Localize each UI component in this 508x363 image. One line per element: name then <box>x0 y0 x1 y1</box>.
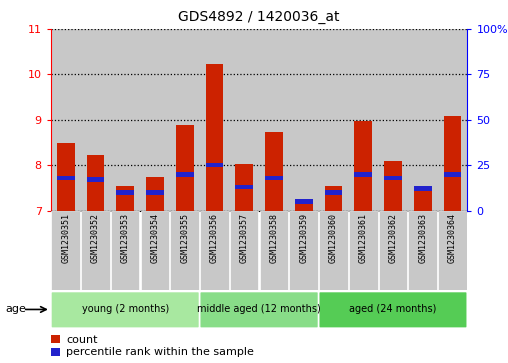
Bar <box>176 125 194 211</box>
Bar <box>325 187 342 211</box>
Bar <box>289 29 319 211</box>
Bar <box>146 190 164 195</box>
Bar <box>229 29 259 211</box>
Bar <box>414 187 432 191</box>
Text: GSM1230363: GSM1230363 <box>418 213 427 263</box>
Bar <box>354 121 372 211</box>
Bar <box>146 176 164 211</box>
Text: middle aged (12 months): middle aged (12 months) <box>197 305 321 314</box>
Bar <box>354 172 372 176</box>
Bar <box>265 176 283 180</box>
Text: GSM1230356: GSM1230356 <box>210 213 219 263</box>
Bar <box>414 188 432 211</box>
Bar <box>86 178 104 182</box>
Bar <box>116 190 134 195</box>
Bar <box>206 163 224 167</box>
Bar <box>51 29 81 211</box>
Bar <box>443 116 461 211</box>
Text: GSM1230359: GSM1230359 <box>299 213 308 263</box>
Bar <box>325 190 342 195</box>
FancyBboxPatch shape <box>200 211 229 290</box>
Text: GSM1230354: GSM1230354 <box>150 213 160 263</box>
Text: GSM1230358: GSM1230358 <box>269 213 278 263</box>
Bar <box>116 187 134 211</box>
Text: GSM1230360: GSM1230360 <box>329 213 338 263</box>
FancyBboxPatch shape <box>81 211 110 290</box>
Bar <box>140 29 170 211</box>
Text: GSM1230357: GSM1230357 <box>240 213 249 263</box>
Bar <box>265 132 283 211</box>
Bar <box>86 155 104 211</box>
FancyBboxPatch shape <box>349 211 377 290</box>
FancyBboxPatch shape <box>319 211 348 290</box>
Bar <box>295 199 312 204</box>
Text: GSM1230353: GSM1230353 <box>121 213 130 263</box>
FancyBboxPatch shape <box>320 292 466 327</box>
Bar <box>170 29 200 211</box>
Text: GSM1230352: GSM1230352 <box>91 213 100 263</box>
Bar <box>176 172 194 176</box>
FancyBboxPatch shape <box>111 211 140 290</box>
FancyBboxPatch shape <box>141 211 169 290</box>
FancyBboxPatch shape <box>230 211 259 290</box>
Bar <box>319 29 348 211</box>
FancyBboxPatch shape <box>438 211 467 290</box>
Bar <box>235 185 253 189</box>
Text: age: age <box>5 304 26 314</box>
FancyBboxPatch shape <box>170 211 199 290</box>
Text: aged (24 months): aged (24 months) <box>350 305 437 314</box>
FancyBboxPatch shape <box>290 211 318 290</box>
Bar <box>57 143 75 211</box>
Text: GSM1230351: GSM1230351 <box>61 213 70 263</box>
FancyBboxPatch shape <box>201 292 318 327</box>
Text: GSM1230361: GSM1230361 <box>359 213 368 263</box>
Bar <box>295 200 312 211</box>
FancyBboxPatch shape <box>52 292 199 327</box>
Bar <box>443 172 461 176</box>
Text: percentile rank within the sample: percentile rank within the sample <box>66 347 254 358</box>
Bar <box>110 29 140 211</box>
Bar <box>200 29 229 211</box>
Bar <box>81 29 110 211</box>
Bar <box>378 29 408 211</box>
Bar <box>408 29 437 211</box>
FancyBboxPatch shape <box>260 211 288 290</box>
Text: GSM1230362: GSM1230362 <box>389 213 397 263</box>
Text: GSM1230364: GSM1230364 <box>448 213 457 263</box>
FancyBboxPatch shape <box>408 211 437 290</box>
Title: GDS4892 / 1420036_at: GDS4892 / 1420036_at <box>178 10 340 24</box>
FancyBboxPatch shape <box>51 211 80 290</box>
Text: young (2 months): young (2 months) <box>82 305 169 314</box>
Bar <box>384 160 402 211</box>
Bar <box>384 176 402 180</box>
Bar <box>437 29 467 211</box>
Text: count: count <box>66 335 98 345</box>
FancyBboxPatch shape <box>378 211 407 290</box>
Bar <box>206 65 224 211</box>
Bar <box>57 176 75 180</box>
Bar <box>259 29 289 211</box>
Bar <box>235 164 253 211</box>
Bar <box>348 29 378 211</box>
Text: GSM1230355: GSM1230355 <box>180 213 189 263</box>
